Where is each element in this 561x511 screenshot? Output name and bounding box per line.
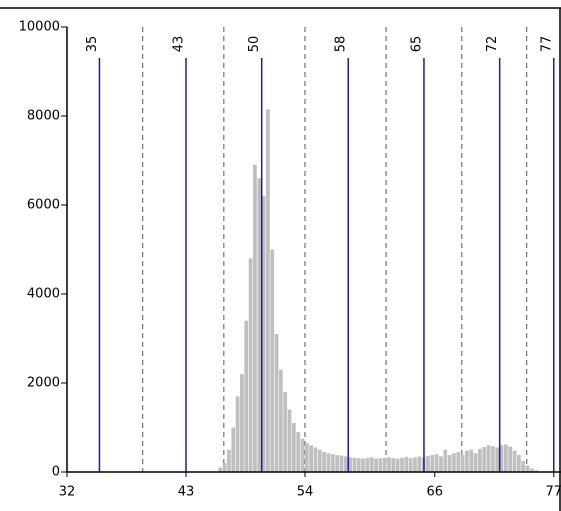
bar — [235, 396, 240, 472]
bar — [382, 457, 387, 472]
bar — [430, 455, 435, 472]
bar — [227, 449, 231, 472]
bar — [521, 460, 526, 472]
marker-label: 77 — [539, 36, 554, 53]
bar — [495, 447, 500, 472]
bar — [391, 458, 396, 472]
marker-label: 58 — [334, 36, 349, 53]
bar — [270, 249, 275, 472]
x-tick-label: 32 — [59, 485, 76, 500]
marker-label: 50 — [247, 36, 262, 53]
bar — [335, 455, 339, 472]
marker-label: 65 — [409, 36, 424, 53]
bar — [326, 453, 331, 472]
bar — [352, 457, 357, 472]
bar — [222, 463, 227, 472]
bar — [339, 455, 344, 472]
bar — [309, 445, 314, 472]
bar — [248, 258, 253, 472]
bar — [512, 450, 517, 472]
y-tick-label: 6000 — [27, 198, 60, 213]
bar — [439, 456, 443, 472]
bar — [240, 374, 244, 472]
marker-label: 72 — [485, 36, 500, 53]
bar — [443, 449, 448, 472]
marker-label: 35 — [85, 36, 100, 53]
bar — [387, 457, 391, 472]
bar — [365, 457, 370, 472]
bar — [257, 178, 262, 473]
bar — [343, 456, 348, 472]
bar — [369, 457, 374, 472]
bar — [460, 455, 465, 472]
bar — [317, 449, 322, 472]
bar — [491, 446, 495, 472]
bar — [452, 453, 456, 472]
bar — [447, 455, 452, 472]
bar — [404, 456, 409, 472]
y-tick-label: 0 — [52, 465, 60, 480]
bar — [456, 451, 461, 472]
bar — [287, 409, 292, 472]
bar — [516, 455, 521, 472]
bar — [478, 448, 482, 472]
x-tick-label: 43 — [178, 485, 195, 500]
bar — [426, 455, 430, 472]
bar — [503, 444, 508, 472]
x-tick-label: 77 — [545, 485, 561, 500]
x-tick-label: 66 — [426, 485, 443, 500]
bar — [322, 451, 327, 472]
bar — [300, 438, 305, 472]
bar — [395, 458, 400, 472]
bar — [253, 164, 257, 472]
bar — [261, 196, 266, 472]
bar — [525, 465, 530, 472]
bar — [283, 391, 288, 472]
bar — [417, 456, 422, 472]
bar — [304, 443, 309, 472]
bar — [274, 334, 279, 472]
bar — [330, 454, 335, 472]
bar — [499, 445, 504, 472]
bar — [534, 470, 539, 472]
bar — [413, 457, 417, 472]
bar — [408, 458, 413, 472]
bar — [434, 454, 439, 472]
bar — [374, 458, 378, 472]
y-tick-label: 10000 — [19, 20, 60, 35]
y-tick-label: 8000 — [27, 109, 60, 124]
bar — [291, 423, 296, 472]
bar — [378, 458, 383, 472]
marker-label: 43 — [171, 36, 186, 53]
bar — [266, 109, 270, 472]
bar — [361, 458, 365, 472]
bar — [508, 446, 513, 472]
y-tick-label: 4000 — [27, 287, 60, 302]
bar — [348, 457, 352, 472]
bar — [356, 458, 361, 472]
y-tick-label: 2000 — [27, 376, 60, 391]
bar — [218, 467, 223, 472]
bar — [279, 369, 283, 472]
bar — [469, 449, 474, 472]
bar — [313, 447, 318, 472]
bar — [400, 457, 404, 472]
bar — [482, 447, 487, 472]
bar — [244, 320, 249, 472]
bar — [296, 431, 301, 472]
x-tick-label: 54 — [297, 485, 314, 500]
bar — [473, 453, 478, 472]
bar — [231, 427, 236, 472]
bar — [529, 468, 534, 472]
bar — [486, 445, 491, 472]
bar — [465, 450, 469, 472]
